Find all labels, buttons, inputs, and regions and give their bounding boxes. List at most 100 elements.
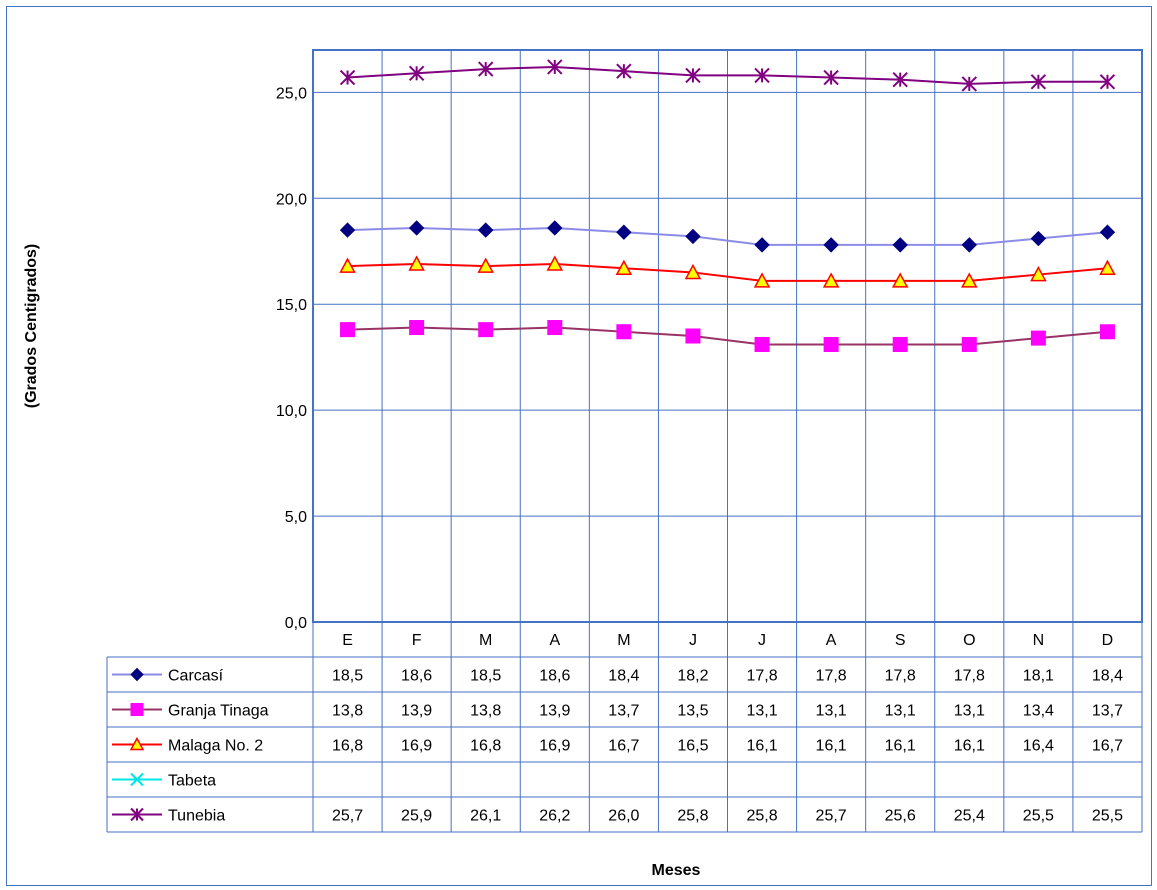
data-label: 25,4 <box>954 808 985 825</box>
data-label: 16,8 <box>332 738 363 755</box>
data-point-marker <box>753 272 771 288</box>
data-label: 25,9 <box>401 808 432 825</box>
y-tick-label: 25,0 <box>276 85 307 102</box>
data-label: 26,1 <box>470 808 501 825</box>
legend-entry: Malaga No. 2 <box>168 738 263 755</box>
x-tick-label: J <box>689 632 697 649</box>
y-tick-label: 5,0 <box>285 509 307 526</box>
data-point-marker <box>1030 330 1046 346</box>
data-point-marker <box>615 259 633 275</box>
data-point-marker <box>339 222 356 238</box>
data-point-marker <box>130 772 144 787</box>
data-point-marker <box>130 807 144 822</box>
data-point-marker <box>1099 259 1116 275</box>
series-line-2 <box>347 262 1108 282</box>
data-label: 16,4 <box>1023 738 1054 755</box>
data-point-marker <box>891 272 909 288</box>
data-point-marker <box>1099 74 1116 90</box>
data-point-marker <box>754 237 770 253</box>
data-point-marker <box>685 67 701 84</box>
data-label: 16,7 <box>608 738 639 755</box>
x-tick-label: A <box>549 632 560 649</box>
series-markers <box>339 59 1116 352</box>
data-point-marker <box>823 336 839 352</box>
data-label: 18,5 <box>332 668 363 685</box>
data-label: 25,7 <box>816 808 847 825</box>
data-label: 16,1 <box>954 738 985 755</box>
series-line-0 <box>347 226 1108 246</box>
data-label: 13,7 <box>608 703 639 720</box>
data-label: 17,8 <box>816 668 847 685</box>
grid-layer <box>312 49 1143 832</box>
data-label: 13,4 <box>1023 703 1054 720</box>
data-point-marker <box>685 228 701 245</box>
data-label: 13,9 <box>401 703 432 720</box>
data-point-marker <box>961 336 977 352</box>
legend-entry: Carcasí <box>168 668 224 685</box>
data-point-marker <box>339 257 356 273</box>
data-label: 13,1 <box>954 703 985 720</box>
data-point-marker <box>892 71 908 88</box>
y-tick-label: 10,0 <box>276 403 307 420</box>
data-label: 18,6 <box>401 668 432 685</box>
data-point-marker <box>129 736 145 751</box>
data-label: 25,5 <box>1092 808 1123 825</box>
data-point-marker <box>408 255 425 271</box>
x-tick-label: O <box>963 632 975 649</box>
data-label: 25,5 <box>1023 808 1054 825</box>
y-tick-label: 15,0 <box>276 297 307 314</box>
series-line-1 <box>347 326 1108 346</box>
data-label: 25,7 <box>332 808 363 825</box>
data-label: 13,5 <box>677 703 708 720</box>
data-label: 16,8 <box>470 738 501 755</box>
data-point-marker <box>823 237 839 253</box>
x-axis-title: Meses <box>652 862 701 879</box>
data-point-marker <box>892 237 908 253</box>
data-label: 17,8 <box>746 668 777 685</box>
data-label: 18,2 <box>677 668 708 685</box>
data-label: 16,1 <box>885 738 916 755</box>
data-point-marker <box>339 69 356 86</box>
legend-entry: Tabeta <box>168 773 216 790</box>
data-point-marker <box>130 667 144 682</box>
data-point-marker <box>547 59 563 75</box>
x-tick-label: M <box>479 632 492 649</box>
data-point-marker <box>961 76 977 92</box>
data-label: 25,8 <box>677 808 708 825</box>
data-label: 13,8 <box>470 703 501 720</box>
data-point-marker <box>616 324 632 340</box>
data-label: 18,6 <box>539 668 570 685</box>
data-label: 18,5 <box>470 668 501 685</box>
data-label: 18,4 <box>608 668 639 685</box>
data-point-marker <box>477 257 494 273</box>
data-point-marker <box>616 63 632 79</box>
data-point-marker <box>478 222 494 238</box>
data-point-marker <box>1030 230 1047 247</box>
data-point-marker <box>754 336 770 352</box>
data-label: 18,4 <box>1092 668 1123 685</box>
x-tick-label: N <box>1033 632 1045 649</box>
data-point-marker <box>547 220 563 236</box>
data-point-marker <box>546 255 564 271</box>
x-tick-label: J <box>758 632 766 649</box>
data-point-marker <box>754 67 770 84</box>
data-point-marker <box>961 237 977 253</box>
data-point-marker <box>1099 224 1116 240</box>
data-label: 16,9 <box>539 738 570 755</box>
legend-entry: Tunebia <box>168 808 225 825</box>
data-point-marker <box>408 220 425 236</box>
data-label: 25,8 <box>746 808 777 825</box>
data-label: 17,8 <box>885 668 916 685</box>
data-point-marker <box>823 69 839 86</box>
data-point-marker <box>822 272 840 288</box>
x-tick-label: S <box>895 632 906 649</box>
y-tick-label: 0,0 <box>285 615 307 632</box>
data-label: 16,5 <box>677 738 708 755</box>
x-tick-label: F <box>412 632 422 649</box>
data-label: 13,1 <box>746 703 777 720</box>
x-tick-label: E <box>342 632 353 649</box>
data-label: 18,1 <box>1023 668 1054 685</box>
data-point-marker <box>130 703 144 716</box>
data-point-marker <box>684 263 702 280</box>
